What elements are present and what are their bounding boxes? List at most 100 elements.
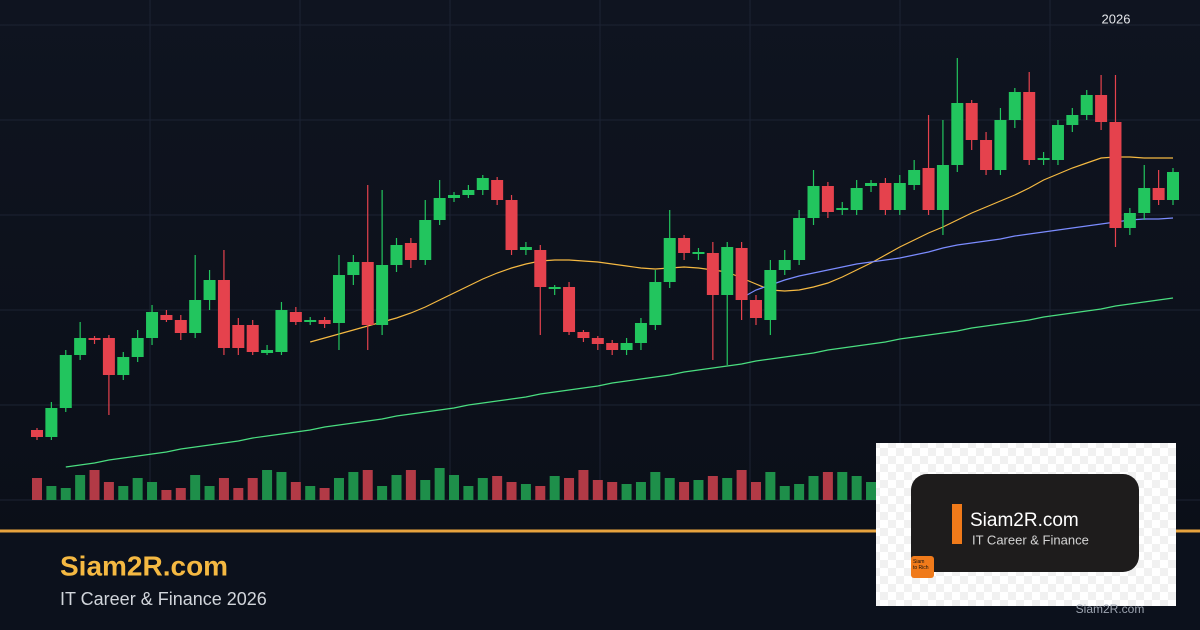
candle-body bbox=[318, 320, 331, 324]
candle-body bbox=[1095, 95, 1108, 122]
candle-body bbox=[764, 270, 777, 320]
indicator-line bbox=[741, 217, 1174, 299]
volume-bar bbox=[621, 484, 632, 500]
candle-body bbox=[275, 310, 288, 352]
volume-bar bbox=[75, 475, 86, 500]
candle-body bbox=[31, 430, 43, 437]
volume-bar bbox=[549, 476, 560, 500]
card-subtitle: IT Career & Finance bbox=[972, 532, 1089, 547]
candle-body bbox=[189, 300, 202, 333]
volume-bar bbox=[837, 472, 848, 500]
volume-bar bbox=[822, 472, 833, 500]
candle-body bbox=[332, 275, 345, 323]
volume-bar bbox=[276, 472, 287, 500]
logo-bar bbox=[952, 504, 962, 544]
candle-body bbox=[850, 188, 863, 210]
candle-body bbox=[390, 245, 403, 265]
candle-body bbox=[160, 315, 173, 320]
volume-bar bbox=[693, 480, 704, 500]
candle-body bbox=[1008, 92, 1021, 120]
candle-body bbox=[462, 190, 475, 195]
candle-body bbox=[88, 338, 101, 340]
candle-body bbox=[879, 183, 892, 210]
candle-body bbox=[74, 338, 87, 355]
volume-bar bbox=[592, 480, 603, 500]
volume-bar bbox=[118, 486, 129, 500]
candle-body bbox=[692, 252, 705, 254]
candle-body bbox=[102, 338, 115, 375]
volume-bar bbox=[348, 472, 359, 500]
candle-body bbox=[1023, 92, 1036, 160]
candle-body bbox=[749, 300, 762, 318]
volume-bar bbox=[60, 488, 71, 500]
volume-bar bbox=[866, 482, 877, 500]
plot-area bbox=[0, 0, 1200, 501]
candle-body bbox=[778, 260, 791, 270]
volume-bar bbox=[736, 470, 747, 500]
candle-body bbox=[146, 312, 159, 338]
volume-bar bbox=[420, 480, 431, 500]
volume-bar bbox=[218, 478, 229, 500]
volume-bar bbox=[233, 488, 244, 500]
volume-bar bbox=[204, 486, 215, 500]
volume-bar bbox=[664, 478, 675, 500]
candle-body bbox=[203, 280, 216, 300]
volume-bar bbox=[635, 482, 646, 500]
volume-bar bbox=[722, 478, 733, 500]
volume-bar bbox=[290, 482, 301, 500]
volume-bar bbox=[103, 482, 114, 500]
volume-bar bbox=[449, 475, 460, 500]
candle-body bbox=[1123, 213, 1136, 228]
candle-body bbox=[793, 218, 806, 260]
candle-body bbox=[548, 287, 561, 289]
candle-body bbox=[232, 325, 245, 348]
candle-body bbox=[491, 180, 504, 200]
candle-body bbox=[131, 338, 144, 357]
volume-bar bbox=[779, 486, 790, 500]
candle-body bbox=[347, 262, 360, 275]
candle-body bbox=[433, 198, 446, 220]
candle-body bbox=[376, 265, 389, 325]
candle-body bbox=[634, 323, 647, 343]
volume-bar bbox=[175, 488, 186, 500]
volume-bar bbox=[851, 476, 862, 500]
candle-body bbox=[534, 250, 547, 287]
candle-body bbox=[936, 165, 949, 210]
period-label: 2026 bbox=[1102, 11, 1131, 26]
logo-icon bbox=[911, 556, 934, 578]
volume-bar bbox=[750, 482, 761, 500]
volume-bar bbox=[492, 476, 503, 500]
volume-bar bbox=[147, 482, 158, 500]
volume-bar bbox=[794, 484, 805, 500]
candle-body bbox=[304, 320, 317, 322]
candle-body bbox=[361, 262, 374, 325]
candle-body bbox=[1051, 125, 1064, 160]
volume-bar bbox=[362, 470, 373, 500]
volume-bar bbox=[679, 482, 690, 500]
volume-bar bbox=[190, 475, 201, 500]
candle-body bbox=[1037, 158, 1050, 160]
candle-body bbox=[620, 343, 633, 350]
candle-body bbox=[117, 357, 130, 375]
volume-bar bbox=[161, 490, 172, 500]
candle-body bbox=[419, 220, 432, 260]
volume-bar bbox=[535, 486, 546, 500]
candle-body bbox=[606, 343, 619, 350]
volume-bar bbox=[46, 486, 57, 500]
volume-bar bbox=[377, 486, 388, 500]
candle-body bbox=[721, 247, 734, 295]
candle-body bbox=[261, 350, 274, 353]
candle-body bbox=[836, 208, 849, 210]
candle-body bbox=[476, 178, 489, 190]
candle-body bbox=[908, 170, 921, 185]
brand-subtitle: IT Career & Finance 2026 bbox=[60, 589, 267, 609]
volume-bar bbox=[506, 482, 517, 500]
candle-body bbox=[1109, 122, 1122, 228]
volume-bar bbox=[765, 472, 776, 500]
candle-body bbox=[174, 320, 187, 333]
volume-bar bbox=[434, 468, 445, 500]
volume-bar bbox=[650, 472, 661, 500]
brand-title: Siam2R.com bbox=[60, 550, 228, 581]
candle-body bbox=[1066, 115, 1079, 125]
